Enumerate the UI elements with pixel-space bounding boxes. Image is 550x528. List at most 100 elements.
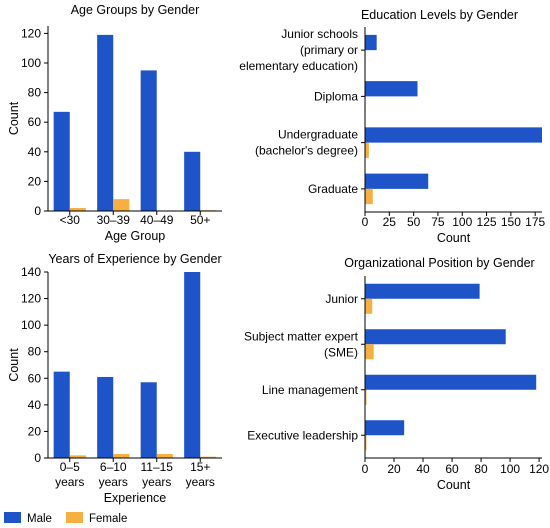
- legend-swatch-female: [66, 512, 83, 523]
- age-y-tick-label: 0: [34, 204, 41, 218]
- age-x-axis-title: Age Group: [105, 229, 166, 243]
- edu-bar-female: [365, 142, 369, 158]
- org-bar-male: [365, 374, 537, 390]
- org-bar-male: [365, 329, 506, 345]
- edu-chart-title: Education Levels by Gender: [361, 8, 518, 22]
- age-bar-male: [97, 34, 114, 211]
- exp-category-label: years: [99, 475, 128, 489]
- edu-bar-male: [365, 173, 429, 189]
- edu-x-tick-label: 175: [525, 215, 545, 229]
- age-y-tick-label: 80: [28, 86, 42, 100]
- edu-category-label: elementary education): [239, 59, 358, 73]
- exp-bar-female: [200, 456, 217, 458]
- edu-x-tick-label: 125: [477, 215, 497, 229]
- age-category-label: 40–49: [140, 213, 174, 227]
- edu-x-tick-label: 150: [501, 215, 521, 229]
- chart-edu: Education Levels by Gender 0 25 50 75 100 125 1…: [239, 8, 545, 245]
- age-y-tick-label: 60: [28, 115, 42, 129]
- org-bar-female: [365, 298, 373, 314]
- age-bar-male: [184, 151, 201, 211]
- edu-category-label: (primary or: [300, 43, 358, 57]
- age-category-label: 30–39: [97, 213, 131, 227]
- age-y-tick-label: 20: [28, 174, 42, 188]
- chart-age: Age Groups by Gender 0 20 40 60 80 100 120 <30 30…: [7, 3, 222, 243]
- edu-bar-male: [365, 81, 418, 97]
- exp-category-label: 15+: [190, 460, 210, 474]
- org-bar-male: [365, 420, 405, 436]
- exp-chart-title: Years of Experience by Gender: [48, 252, 221, 266]
- edu-category-label: (bachelor's degree): [255, 144, 358, 158]
- exp-y-tick-label: 60: [28, 371, 42, 385]
- chart-org: Organizational Position by Gender 0 20 40 60…: [244, 256, 549, 492]
- exp-bar-female: [113, 454, 130, 458]
- exp-bar-female: [156, 454, 173, 458]
- org-bar-male: [365, 283, 480, 299]
- age-y-axis-title: Count: [7, 101, 21, 135]
- exp-y-axis-title: Count: [7, 348, 21, 382]
- exp-category-label: years: [55, 475, 84, 489]
- age-category-label: <30: [60, 213, 81, 227]
- org-category-label: Line management: [262, 383, 359, 397]
- exp-y-tick-label: 100: [21, 318, 41, 332]
- org-x-tick-label: 120: [529, 462, 549, 476]
- exp-bar-male: [184, 272, 201, 458]
- chart-exp: Years of Experience by Gender 0 20 40 60 80 10…: [7, 252, 222, 505]
- org-chart-title: Organizational Position by Gender: [344, 256, 534, 270]
- exp-category-label: 11–15: [141, 460, 174, 474]
- exp-y-tick-label: 80: [28, 345, 42, 359]
- age-chart-title: Age Groups by Gender: [71, 3, 200, 17]
- exp-category-label: 0–5: [60, 460, 80, 474]
- org-bar-female: [365, 344, 374, 360]
- exp-y-tick-label: 20: [28, 424, 42, 438]
- edu-x-tick-label: 50: [407, 215, 421, 229]
- exp-y-tick-label: 120: [21, 292, 41, 306]
- exp-x-axis-title: Experience: [104, 491, 167, 505]
- legend-label: Female: [89, 513, 127, 525]
- age-category-label: 50+: [190, 213, 210, 227]
- age-bar-male: [53, 111, 70, 211]
- edu-category-label: Undergraduate: [278, 128, 358, 142]
- legend-swatch-male: [4, 512, 21, 523]
- age-y-tick-label: 120: [21, 26, 41, 40]
- edu-x-tick-label: 75: [431, 215, 445, 229]
- org-x-tick-label: 80: [474, 462, 488, 476]
- org-x-tick-label: 0: [362, 462, 369, 476]
- edu-category-label: Diploma: [314, 89, 358, 103]
- exp-category-label: years: [186, 475, 215, 489]
- legend-label: Male: [27, 513, 52, 525]
- org-category-label: Executive leadership: [247, 428, 358, 442]
- exp-bar-female: [69, 455, 86, 458]
- age-y-tick-label: 100: [21, 56, 41, 70]
- org-bar-female: [365, 435, 367, 451]
- exp-y-tick-label: 140: [21, 265, 41, 279]
- edu-category-label: Junior schools: [281, 27, 358, 41]
- org-x-tick-label: 20: [387, 462, 401, 476]
- exp-category-label: 6–10: [100, 460, 127, 474]
- edu-x-tick-label: 0: [362, 215, 369, 229]
- org-category-label: Subject matter expert: [244, 329, 359, 343]
- exp-bar-male: [97, 376, 114, 458]
- edu-bar-male: [365, 127, 542, 143]
- exp-y-tick-label: 40: [28, 398, 42, 412]
- edu-category-label: Graduate: [308, 182, 358, 196]
- legend: Male Female: [4, 512, 127, 525]
- edu-x-tick-label: 100: [452, 215, 472, 229]
- age-y-tick-label: 40: [28, 145, 42, 159]
- edu-x-axis-title: Count: [437, 231, 471, 245]
- org-x-tick-label: 40: [416, 462, 430, 476]
- org-x-tick-label: 100: [500, 462, 520, 476]
- org-category-label: (SME): [324, 345, 358, 359]
- exp-bar-male: [53, 371, 70, 458]
- edu-bar-female: [365, 188, 373, 205]
- edu-x-tick-label: 25: [383, 215, 397, 229]
- age-bar-female: [69, 208, 86, 211]
- exp-category-label: years: [142, 475, 171, 489]
- exp-bar-male: [140, 382, 157, 458]
- org-category-label: Junior: [325, 292, 358, 306]
- edu-bar-male: [365, 34, 377, 51]
- age-bar-male: [140, 70, 157, 212]
- org-x-tick-label: 60: [445, 462, 459, 476]
- org-bar-female: [365, 389, 367, 405]
